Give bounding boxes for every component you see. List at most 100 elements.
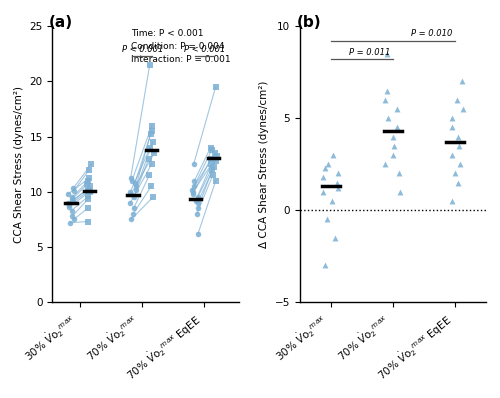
Text: P < 0.001: P < 0.001 bbox=[122, 45, 163, 54]
Point bbox=[212, 153, 220, 160]
Point bbox=[322, 262, 330, 269]
Point bbox=[148, 161, 156, 167]
Point bbox=[126, 200, 134, 206]
Point bbox=[70, 216, 78, 222]
Point bbox=[328, 152, 336, 158]
Point bbox=[84, 219, 92, 225]
Point bbox=[65, 204, 73, 211]
Point bbox=[192, 197, 200, 204]
Point bbox=[130, 194, 138, 201]
Point bbox=[394, 124, 402, 131]
Point bbox=[209, 172, 217, 178]
Point bbox=[190, 178, 198, 184]
Text: Time: P < 0.001
Condition: P = 0.004
Interaction: P = 0.001: Time: P < 0.001 Condition: P = 0.004 Int… bbox=[130, 29, 230, 64]
Point bbox=[88, 161, 96, 167]
Point bbox=[396, 189, 404, 195]
Point bbox=[148, 183, 156, 189]
Y-axis label: Δ CCA Shear Stress (dynes/cm²): Δ CCA Shear Stress (dynes/cm²) bbox=[260, 80, 270, 248]
Point bbox=[334, 179, 342, 186]
Point bbox=[70, 197, 78, 204]
Point bbox=[64, 200, 72, 206]
Point bbox=[126, 175, 134, 181]
Point bbox=[84, 196, 92, 203]
Point bbox=[382, 97, 390, 103]
Point bbox=[146, 144, 154, 151]
Point bbox=[212, 158, 220, 164]
Text: P = 0.011: P = 0.011 bbox=[348, 47, 390, 57]
Point bbox=[148, 122, 156, 129]
Point bbox=[328, 198, 336, 204]
Point bbox=[455, 142, 463, 149]
Point bbox=[456, 161, 464, 167]
Point bbox=[188, 191, 196, 197]
Point bbox=[323, 216, 331, 222]
Point bbox=[453, 97, 461, 103]
Point bbox=[321, 165, 329, 171]
Point bbox=[128, 178, 136, 184]
Point bbox=[454, 133, 462, 140]
Point bbox=[394, 106, 402, 112]
Point bbox=[126, 189, 134, 195]
Point bbox=[448, 124, 456, 131]
Point bbox=[65, 202, 73, 208]
Point bbox=[84, 193, 92, 199]
Point bbox=[148, 128, 156, 134]
Point bbox=[190, 183, 198, 189]
Text: P = 0.010: P = 0.010 bbox=[410, 29, 452, 38]
Point bbox=[212, 178, 220, 184]
Point bbox=[334, 185, 342, 191]
Point bbox=[149, 194, 157, 201]
Point bbox=[208, 146, 216, 153]
Point bbox=[390, 142, 398, 149]
Point bbox=[454, 179, 462, 186]
Y-axis label: CCA Shear Stress (dynes/cm²): CCA Shear Stress (dynes/cm²) bbox=[14, 86, 24, 243]
Text: (a): (a) bbox=[48, 15, 73, 30]
Point bbox=[146, 131, 154, 138]
Point bbox=[448, 152, 456, 158]
Point bbox=[206, 144, 214, 151]
Point bbox=[194, 230, 202, 237]
Point bbox=[389, 133, 397, 140]
Point bbox=[132, 183, 140, 189]
Point bbox=[194, 200, 202, 206]
Point bbox=[448, 115, 456, 121]
Point bbox=[194, 194, 202, 201]
Point bbox=[148, 139, 156, 145]
Point bbox=[146, 62, 154, 68]
Point bbox=[208, 161, 216, 167]
Point bbox=[84, 205, 92, 211]
Point bbox=[331, 234, 339, 241]
Point bbox=[145, 156, 153, 162]
Point bbox=[130, 205, 138, 211]
Point bbox=[146, 172, 154, 178]
Point bbox=[68, 196, 76, 203]
Point bbox=[383, 88, 391, 94]
Point bbox=[390, 152, 398, 158]
Point bbox=[188, 186, 196, 193]
Point bbox=[131, 180, 139, 186]
Point bbox=[448, 198, 456, 204]
Point bbox=[69, 185, 77, 191]
Point bbox=[86, 183, 94, 189]
Point bbox=[85, 187, 93, 194]
Point bbox=[208, 166, 216, 173]
Text: (b): (b) bbox=[296, 15, 321, 30]
Point bbox=[189, 189, 197, 195]
Point bbox=[86, 166, 94, 173]
Point bbox=[190, 161, 198, 167]
Point bbox=[68, 207, 76, 214]
Point bbox=[381, 161, 389, 167]
Point bbox=[207, 156, 215, 162]
Point bbox=[324, 161, 332, 167]
Point bbox=[132, 186, 140, 193]
Point bbox=[84, 181, 92, 187]
Point bbox=[212, 150, 220, 156]
Point bbox=[383, 51, 391, 57]
Point bbox=[127, 216, 135, 222]
Point bbox=[66, 219, 74, 226]
Point bbox=[458, 78, 466, 84]
Point bbox=[129, 211, 137, 217]
Point bbox=[127, 191, 135, 197]
Point bbox=[85, 175, 93, 181]
Point bbox=[319, 189, 327, 195]
